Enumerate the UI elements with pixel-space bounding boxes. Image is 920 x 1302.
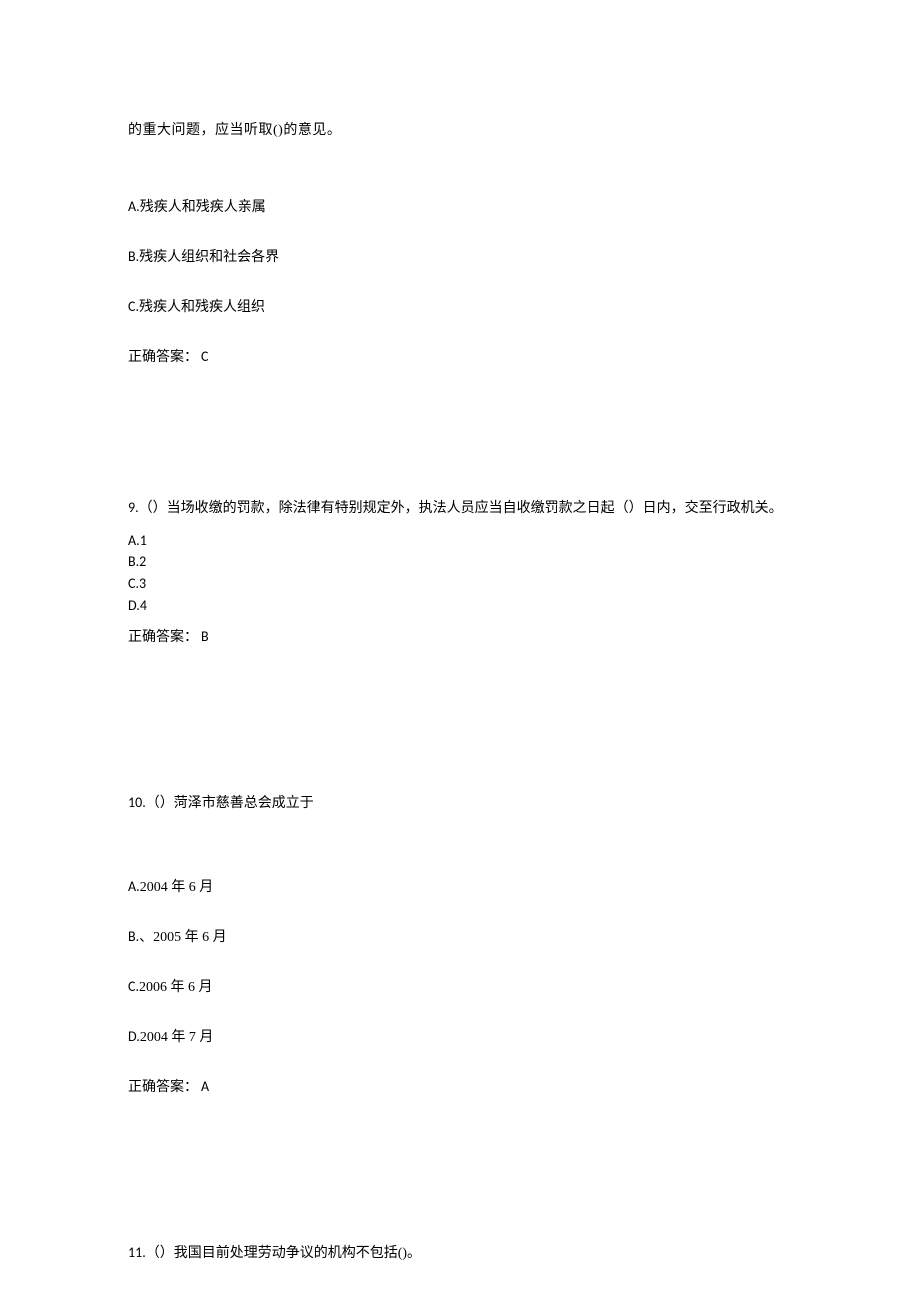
q8-option-a: A.残疾人和残疾人亲属 xyxy=(128,196,792,218)
q8-tail: 的重大问题，应当听取()的意见。 xyxy=(128,120,792,141)
option-text: 残疾人组织和社会各界 xyxy=(139,250,279,265)
option-label: A. xyxy=(128,878,140,895)
q9-option-a: A.1 xyxy=(128,530,792,552)
option-label: D. xyxy=(128,597,140,614)
option-text: 3 xyxy=(139,575,146,592)
option-label: B. xyxy=(128,553,139,570)
option-text: 1 xyxy=(140,532,147,549)
answer-label: 正确答案： xyxy=(128,630,198,645)
question-number: 10. xyxy=(128,794,146,811)
q10-answer: 正确答案：A xyxy=(128,1076,792,1098)
q9-option-c: C.3 xyxy=(128,573,792,595)
answer-label: 正确答案： xyxy=(128,350,198,365)
q8-answer: 正确答案：C xyxy=(128,346,792,368)
option-label: C. xyxy=(128,298,139,315)
option-label: A. xyxy=(128,198,140,215)
option-text: 4 xyxy=(140,597,147,614)
answer-value: C xyxy=(201,348,208,365)
question-text: （）菏泽市慈善总会成立于 xyxy=(146,796,314,811)
q9-stem: 9.（）当场收缴的罚款，除法律有特别规定外，执法人员应当自收缴罚款之日起（）日内… xyxy=(128,491,792,526)
option-label: C. xyxy=(128,978,139,995)
question-text: （）我国目前处理劳动争议的机构不包括()。 xyxy=(146,1246,421,1261)
answer-value: A xyxy=(201,1078,209,1095)
q10-option-c: C.2006 年 6 月 xyxy=(128,976,792,998)
q10-option-a: A.2004 年 6 月 xyxy=(128,876,792,898)
answer-value: B xyxy=(201,628,209,645)
option-text: 2004 年 6 月 xyxy=(140,880,214,895)
option-label: A. xyxy=(128,532,140,549)
option-text: 残疾人和残疾人组织 xyxy=(139,300,265,315)
q11-stem: 11.（）我国目前处理劳动争议的机构不包括()。 xyxy=(128,1236,792,1271)
q10-option-d: D.2004 年 7 月 xyxy=(128,1026,792,1048)
question-text: （）当场收缴的罚款，除法律有特别规定外，执法人员应当自收缴罚款之日起（）日内，交… xyxy=(139,501,783,516)
option-text: 2006 年 6 月 xyxy=(139,980,213,995)
option-text: 残疾人和残疾人亲属 xyxy=(140,200,266,215)
q9-answer: 正确答案：B xyxy=(128,626,792,648)
option-label: D. xyxy=(128,1028,140,1045)
option-label: C. xyxy=(128,575,139,592)
document-body: 的重大问题，应当听取()的意见。 A.残疾人和残疾人亲属 B.残疾人组织和社会各… xyxy=(128,120,792,1271)
option-text: 2004 年 7 月 xyxy=(140,1030,214,1045)
q9-option-d: D.4 xyxy=(128,595,792,617)
option-label: B. xyxy=(128,928,139,945)
q10-stem: 10.（）菏泽市慈善总会成立于 xyxy=(128,786,792,821)
q10-option-b: B.、2005 年 6 月 xyxy=(128,926,792,948)
option-text: 、2005 年 6 月 xyxy=(139,930,227,945)
q8-option-b: B.残疾人组织和社会各界 xyxy=(128,246,792,268)
q9-option-b: B.2 xyxy=(128,551,792,573)
option-text: 2 xyxy=(139,553,146,570)
option-label: B. xyxy=(128,248,139,265)
question-number: 9. xyxy=(128,499,139,516)
question-number: 11. xyxy=(128,1244,146,1261)
answer-label: 正确答案： xyxy=(128,1080,198,1095)
q8-option-c: C.残疾人和残疾人组织 xyxy=(128,296,792,318)
